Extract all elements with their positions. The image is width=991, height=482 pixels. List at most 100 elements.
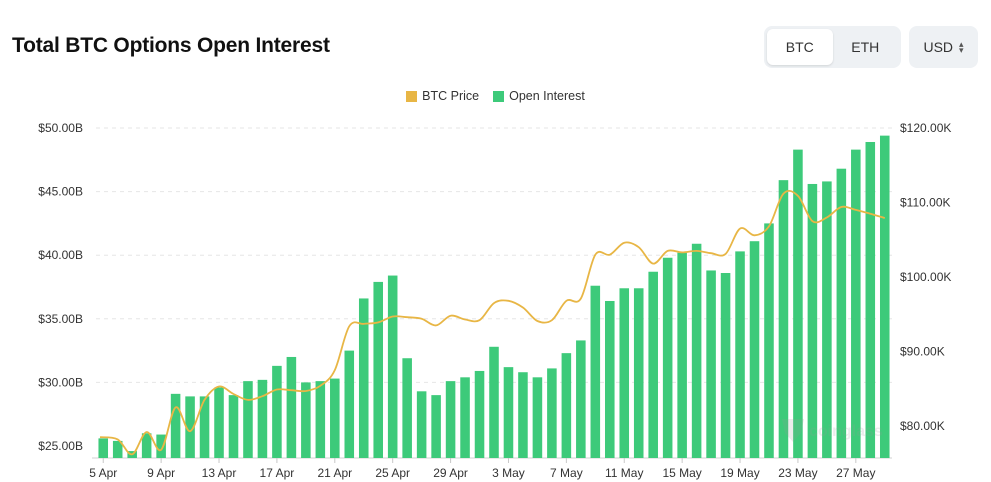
y-right-tick-label: $120.00K [900, 121, 951, 135]
chart-legend: BTC Price Open Interest [0, 89, 991, 103]
oi-bar[interactable] [170, 393, 181, 458]
price-line [99, 189, 886, 456]
oi-bar[interactable] [199, 396, 210, 458]
x-tick-label: 15 May [662, 466, 701, 480]
y-right-tick-label: $100.00K [900, 270, 951, 284]
y-left-tick-label: $40.00B [38, 248, 83, 262]
oi-bar[interactable] [518, 372, 528, 458]
legend-swatch-oi [493, 90, 505, 102]
oi-bar[interactable] [344, 350, 355, 458]
btc-price-line[interactable] [99, 189, 886, 456]
oi-bar[interactable] [98, 438, 109, 458]
y-left-tick-label: $50.00B [38, 121, 83, 135]
oi-bar[interactable] [373, 281, 383, 458]
x-tick-label: 7 May [550, 466, 583, 480]
watermark: coinglass [782, 419, 883, 442]
x-tick-label: 5 Apr [89, 466, 117, 480]
oi-bar[interactable] [720, 273, 731, 458]
oi-bars [98, 135, 890, 459]
x-tick-label: 25 Apr [375, 466, 410, 480]
oi-bar[interactable] [706, 270, 716, 458]
oi-bar[interactable] [851, 149, 861, 458]
x-tick-label: 19 May [720, 466, 759, 480]
y-left-tick-label: $45.00B [38, 185, 83, 199]
oi-bar[interactable] [793, 149, 803, 458]
y-left-tick-label: $30.00B [38, 375, 83, 389]
x-tick-label: 9 Apr [147, 466, 175, 480]
oi-bar[interactable] [662, 257, 673, 458]
oi-bar[interactable] [243, 381, 253, 458]
oi-bar[interactable] [503, 367, 514, 458]
oi-bar[interactable] [576, 340, 586, 458]
oi-bar[interactable] [156, 434, 166, 458]
x-tick-label: 17 Apr [260, 466, 295, 480]
watermark-text: coinglass [809, 423, 883, 440]
x-tick-label: 11 May [605, 466, 643, 480]
oi-bar[interactable] [141, 433, 152, 458]
axis-labels: $25.00B $30.00B $35.00B $40.00B $45.00B $50.0… [38, 121, 951, 480]
y-right-tick-label: $110.00K [900, 196, 951, 210]
oi-bar[interactable] [185, 396, 195, 458]
x-tick-label: 23 May [778, 466, 817, 480]
oi-bar[interactable] [879, 135, 890, 458]
oi-bar[interactable] [865, 141, 876, 458]
oi-bar[interactable] [749, 241, 760, 458]
oi-bar[interactable] [836, 168, 847, 459]
chevron-up-down-icon: ▴ ▾ [959, 39, 964, 55]
oi-bar[interactable] [257, 379, 268, 458]
eth-toggle-button[interactable]: ETH [851, 39, 880, 55]
oi-bar[interactable] [633, 288, 644, 458]
oi-bar[interactable] [561, 353, 572, 458]
x-tick-label: 13 Apr [202, 466, 237, 480]
oi-bar[interactable] [778, 180, 789, 459]
oi-bar[interactable] [648, 271, 658, 458]
oi-bar[interactable] [590, 285, 601, 458]
oi-bar[interactable] [489, 346, 499, 458]
oi-bar[interactable] [691, 243, 702, 458]
oi-bar[interactable] [272, 365, 282, 458]
grid-lines [92, 127, 892, 459]
x-tick-label: 21 Apr [317, 466, 352, 480]
oi-bar[interactable] [402, 358, 412, 458]
oi-bar[interactable] [474, 370, 485, 458]
oi-bar[interactable] [330, 378, 340, 458]
oi-bar[interactable] [286, 356, 297, 458]
legend-item-price[interactable]: BTC Price [406, 89, 479, 103]
oi-bar[interactable] [112, 440, 123, 458]
legend-label-oi: Open Interest [509, 89, 585, 103]
oi-bar[interactable] [460, 377, 470, 458]
oi-bar[interactable] [431, 395, 441, 458]
oi-bar[interactable] [605, 300, 615, 458]
currency-select[interactable]: USD ▴ ▾ [909, 26, 978, 68]
legend-label-price: BTC Price [422, 89, 480, 103]
page-title: Total BTC Options Open Interest [12, 34, 330, 57]
oi-bar[interactable] [532, 377, 543, 458]
asset-toggle: BTC ETH [764, 26, 901, 68]
oi-bar[interactable] [416, 391, 427, 458]
x-tick-label: 3 May [492, 466, 525, 480]
oi-bar[interactable] [764, 223, 774, 458]
oi-bar[interactable] [677, 252, 687, 458]
oi-bar[interactable] [228, 395, 239, 458]
oi-bar[interactable] [214, 387, 224, 458]
oi-bar[interactable] [822, 181, 832, 458]
oi-bar[interactable] [807, 183, 818, 458]
legend-swatch-price [406, 90, 418, 102]
x-tick-label: 27 May [836, 466, 875, 480]
coinglass-logo-icon [782, 419, 804, 442]
oi-bar[interactable] [387, 275, 398, 458]
oi-bar[interactable] [127, 451, 137, 458]
oi-bar[interactable] [301, 382, 311, 458]
oi-bar[interactable] [315, 381, 326, 458]
oi-bar[interactable] [547, 368, 557, 458]
y-right-tick-label: $80.00K [900, 419, 945, 433]
oi-bar[interactable] [735, 251, 745, 458]
oi-bar[interactable] [358, 298, 369, 458]
oi-bar[interactable] [619, 288, 630, 458]
x-tick-label: 29 Apr [433, 466, 468, 480]
oi-bar[interactable] [445, 381, 456, 458]
btc-toggle-button[interactable]: BTC [767, 29, 833, 65]
legend-item-oi[interactable]: Open Interest [493, 89, 585, 103]
y-left-tick-label: $25.00B [38, 439, 83, 453]
